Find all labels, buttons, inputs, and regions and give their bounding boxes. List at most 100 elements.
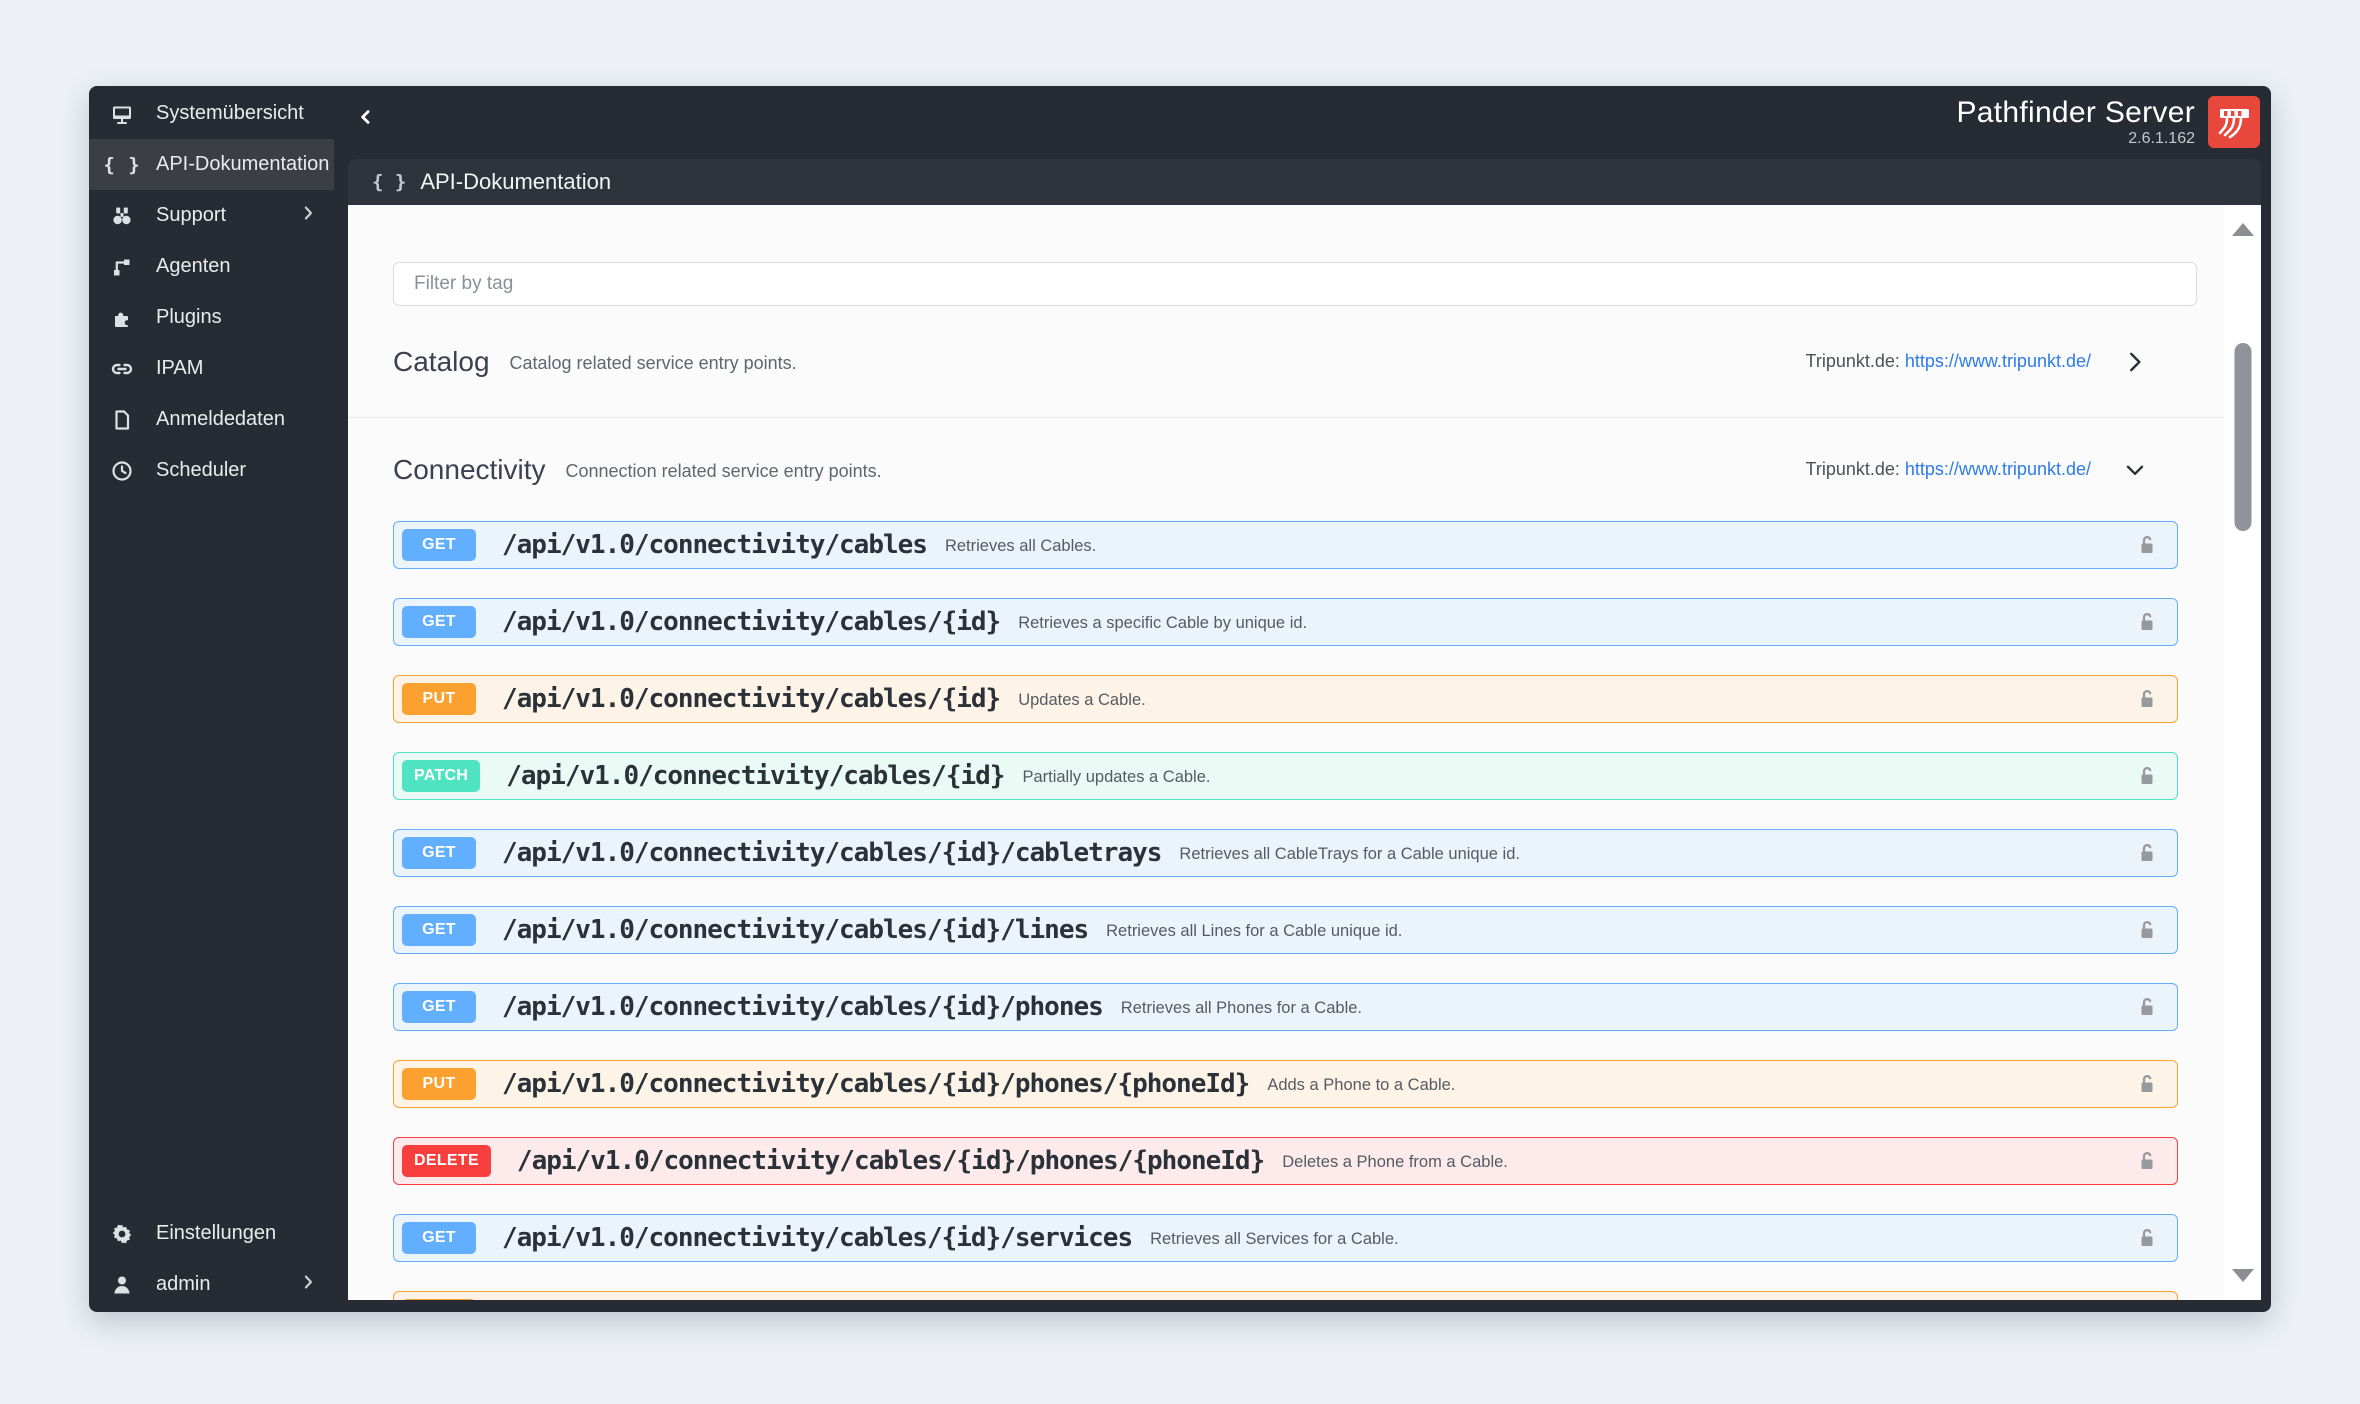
method-badge: PATCH [402,760,480,792]
braces-icon: { } [109,152,135,178]
method-badge: GET [402,837,476,869]
section-description: Connection related service entry points. [566,457,882,482]
scroll-down-arrow-icon[interactable] [2232,1269,2254,1282]
unlock-icon[interactable] [2133,916,2161,944]
sidebar-item-scheduler[interactable]: Scheduler [89,445,334,496]
sidebar-item-label: admin [156,1273,210,1296]
endpoint-row[interactable]: GET /api/v1.0/connectivity/cables/{id}/l… [393,906,2178,954]
endpoint-row-partial[interactable] [393,1291,2178,1300]
clock-icon [109,458,135,484]
endpoint-row[interactable]: GET /api/v1.0/connectivity/cables/{id} R… [393,598,2178,646]
section-description: Catalog related service entry points. [510,349,797,374]
sidebar-bottom-items: Einstellungen admin [89,1208,334,1310]
endpoint-description: Retrieves all Lines for a Cable unique i… [1106,920,1402,941]
puzzle-icon [109,305,135,331]
chevron-down-icon[interactable] [2121,456,2149,484]
endpoint-description: Updates a Cable. [1018,689,1146,710]
brand: Pathfinder Server 2.6.1.162 [1956,96,2260,148]
vertical-scrollbar[interactable] [2224,205,2261,1300]
page-title: API-Dokumentation [420,169,611,195]
main-area: Pathfinder Server 2.6.1.162 [334,86,2271,1312]
sidebar-main-items: Systemübersicht { } API-Dokumentation Su… [89,88,334,496]
endpoint-list: GET /api/v1.0/connectivity/cables Retrie… [348,521,2224,1300]
app-version: 2.6.1.162 [1956,130,2195,148]
chevron-right-icon[interactable] [2121,348,2149,376]
endpoint-path: /api/v1.0/connectivity/cables/{id}/phone… [502,1069,1249,1099]
method-badge: GET [402,1222,476,1254]
endpoint-row[interactable]: GET /api/v1.0/connectivity/cables/{id}/p… [393,983,2178,1031]
tag-section-catalog[interactable]: Catalog Catalog related service entry po… [348,306,2224,418]
method-badge [402,1299,476,1300]
unlock-icon[interactable] [2133,1070,2161,1098]
endpoint-row[interactable]: PUT /api/v1.0/connectivity/cables/{id} U… [393,675,2178,723]
link-icon [109,356,135,382]
unlock-icon[interactable] [2133,685,2161,713]
endpoint-path: /api/v1.0/connectivity/cables/{id}/phone… [502,992,1103,1022]
endpoint-row[interactable]: PUT /api/v1.0/connectivity/cables/{id}/p… [393,1060,2178,1108]
sidebar-item-admin[interactable]: admin [89,1259,334,1310]
method-badge: PUT [402,683,476,715]
endpoint-path: /api/v1.0/connectivity/cables/{id} [506,761,1004,791]
scroll-content: Catalog Catalog related service entry po… [348,205,2224,1300]
agent-node-icon [109,254,135,280]
endpoint-description: Adds a Phone to a Cable. [1267,1074,1455,1095]
method-badge: GET [402,914,476,946]
endpoint-path: /api/v1.0/connectivity/cables/{id}/servi… [502,1223,1132,1253]
external-docs-link[interactable]: https://www.tripunkt.de/ [1905,459,2091,479]
endpoint-row[interactable]: DELETE /api/v1.0/connectivity/cables/{id… [393,1137,2178,1185]
endpoint-path: /api/v1.0/connectivity/cables/{id} [502,607,1000,637]
sidebar-item-einstellungen[interactable]: Einstellungen [89,1208,334,1259]
unlock-icon[interactable] [2133,839,2161,867]
sidebar-item-anmeldedaten[interactable]: Anmeldedaten [89,394,334,445]
section-title: Connectivity [393,454,546,486]
sidebar-item-agenten[interactable]: Agenten [89,241,334,292]
app-title: Pathfinder Server [1956,96,2195,130]
endpoint-row[interactable]: GET /api/v1.0/connectivity/cables Retrie… [393,521,2178,569]
sidebar-item-label: Systemübersicht [156,102,304,125]
endpoint-row[interactable]: GET /api/v1.0/connectivity/cables/{id}/s… [393,1214,2178,1262]
method-badge: GET [402,529,476,561]
unlock-icon[interactable] [2133,1147,2161,1175]
scroll-up-arrow-icon[interactable] [2232,223,2254,236]
endpoint-path: /api/v1.0/connectivity/cables/{id}/phone… [517,1146,1264,1176]
endpoint-description: Retrieves all Phones for a Cable. [1121,997,1362,1018]
unlock-icon[interactable] [2133,993,2161,1021]
sidebar-item-api-dokumentation[interactable]: { } API-Dokumentation [89,139,334,190]
endpoint-row[interactable]: GET /api/v1.0/connectivity/cables/{id}/c… [393,829,2178,877]
filter-by-tag-input[interactable] [393,262,2197,306]
app-window: Systemübersicht { } API-Dokumentation Su… [89,86,2271,1312]
page-header: { } API-Dokumentation [348,159,2261,205]
sidebar-item-label: Support [156,204,226,227]
endpoint-path: /api/v1.0/connectivity/cables/{id}/lines [502,915,1088,945]
endpoint-path: /api/v1.0/connectivity/cables [502,530,927,560]
sidebar-spacer [89,496,334,1208]
endpoint-path: /api/v1.0/connectivity/cables/{id} [502,684,1000,714]
sidebar-item-label: Anmeldedaten [156,408,285,431]
sidebar-item-label: Agenten [156,255,231,278]
external-docs-link[interactable]: https://www.tripunkt.de/ [1905,351,2091,371]
page: { "app": { "title": "Pathfinder Server",… [0,0,2360,1404]
endpoint-description: Retrieves all Cables. [945,535,1096,556]
endpoint-description: Partially updates a Cable. [1022,766,1210,787]
sidebar-item-label: Scheduler [156,459,246,482]
unlock-icon[interactable] [2133,1224,2161,1252]
content-shell: { } API-Dokumentation Catalog Catalog re… [348,159,2261,1300]
filter-bar [348,205,2224,306]
endpoint-row[interactable]: PATCH /api/v1.0/connectivity/cables/{id}… [393,752,2178,800]
external-docs: Tripunkt.de: https://www.tripunkt.de/ [1806,459,2091,480]
sidebar-item-label: IPAM [156,357,203,380]
braces-icon: { } [372,171,406,193]
sidebar-item-ipam[interactable]: IPAM [89,343,334,394]
scrollbar-thumb[interactable] [2234,343,2251,531]
tag-sections: Catalog Catalog related service entry po… [348,306,2224,1300]
patch-panel-logo-icon [2208,96,2260,148]
unlock-icon[interactable] [2133,531,2161,559]
sidebar-item-plugins[interactable]: Plugins [89,292,334,343]
sidebar-item-support[interactable]: Support [89,190,334,241]
unlock-icon[interactable] [2133,762,2161,790]
sidebar-item-systemübersicht[interactable]: Systemübersicht [89,88,334,139]
unlock-icon[interactable] [2133,608,2161,636]
sidebar-collapse-button[interactable] [351,104,381,134]
tag-section-connectivity[interactable]: Connectivity Connection related service … [348,418,2224,521]
method-badge: GET [402,606,476,638]
